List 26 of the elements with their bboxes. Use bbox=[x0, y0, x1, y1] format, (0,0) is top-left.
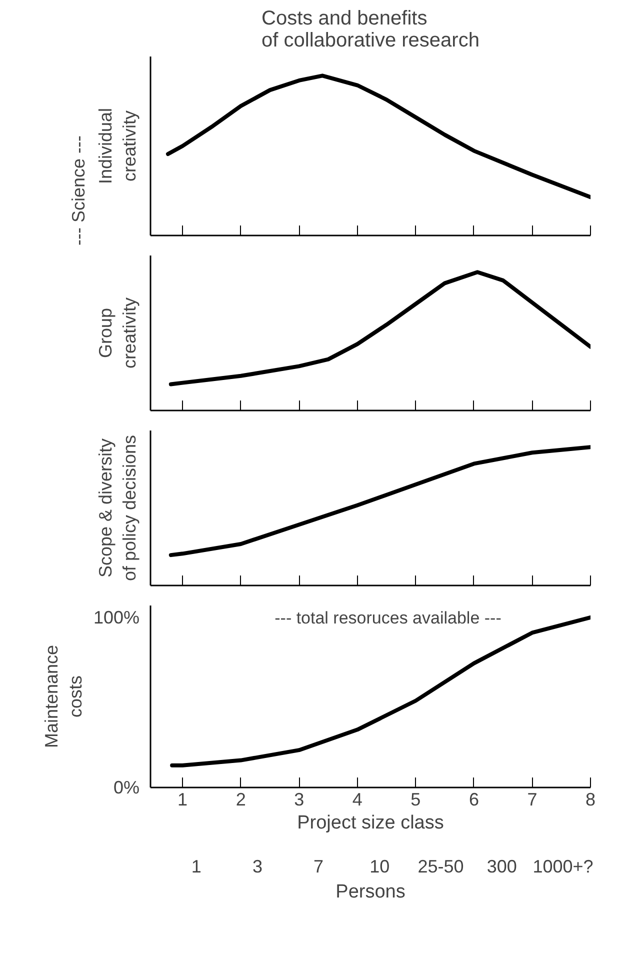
x-tick-label: 2 bbox=[236, 790, 246, 810]
x-tick-label: 6 bbox=[468, 790, 479, 810]
text: 10 bbox=[370, 856, 390, 876]
y-tick-label: 0% bbox=[113, 778, 140, 798]
x-tick-label: 7 bbox=[527, 790, 538, 810]
x-tick-label: 4 bbox=[352, 790, 362, 810]
text: 1 bbox=[191, 856, 202, 876]
text: 25-50 bbox=[418, 856, 464, 876]
y-axis-title: Maintenance costs bbox=[41, 644, 86, 748]
y-axis-title: Group creativity bbox=[96, 297, 140, 369]
y-axis-title: Individual creativity bbox=[96, 108, 140, 184]
x-tick-label: 1 bbox=[178, 790, 188, 810]
text: 3 bbox=[252, 856, 262, 876]
text: 1000+? bbox=[532, 856, 594, 876]
text: --- Science --- bbox=[68, 135, 88, 246]
text: Persons bbox=[336, 882, 406, 902]
text: 7 bbox=[314, 856, 324, 876]
x-tick-label: 8 bbox=[585, 790, 596, 810]
chart-title: Costs and benefits of collaborative research bbox=[262, 8, 480, 52]
text: 300 bbox=[486, 856, 517, 876]
x-tick-label: 3 bbox=[294, 790, 304, 810]
x-tick-label: 5 bbox=[410, 790, 421, 810]
annotation: --- total resoruces available --- bbox=[274, 608, 502, 628]
y-axis-title: Scope & diversity of policy decisions bbox=[96, 434, 140, 582]
x-axis-title: Project size class bbox=[297, 812, 444, 834]
y-tick-label: 100% bbox=[93, 607, 140, 628]
